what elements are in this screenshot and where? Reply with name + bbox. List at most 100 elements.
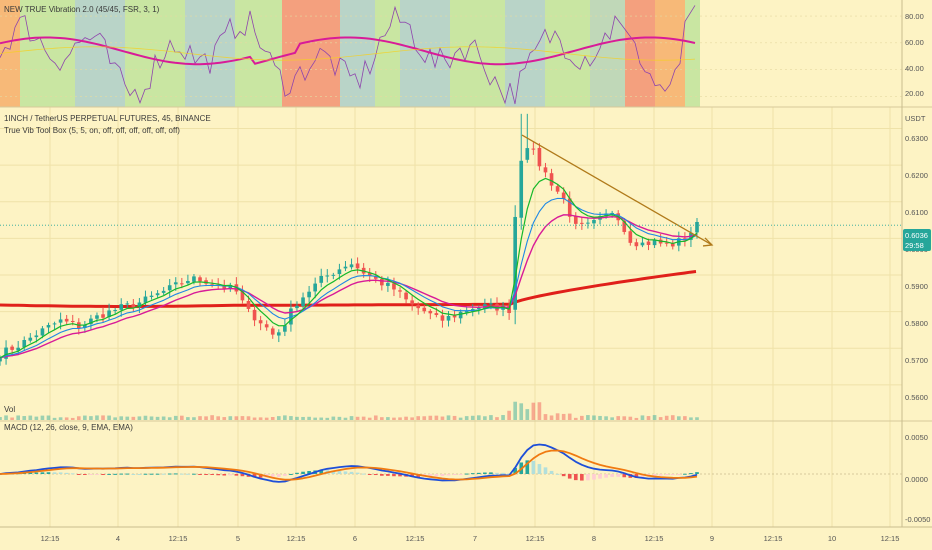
macd-axis[interactable]: 0.0050 0.0000 -0.0050	[905, 433, 930, 524]
macd-histogram-bar	[446, 474, 451, 476]
candle-body	[155, 293, 160, 296]
candle-body	[519, 160, 524, 218]
macd-histogram-bar	[343, 471, 348, 474]
macd-histogram-bar	[270, 474, 275, 478]
candle-body	[83, 324, 87, 328]
volume-bar	[325, 417, 330, 420]
volume-bar	[283, 415, 287, 420]
macd-histogram-bar	[392, 474, 396, 477]
candle-body	[186, 281, 190, 284]
price-axis-unit: USDT	[905, 114, 926, 123]
osc-zone	[685, 0, 700, 107]
macd-histogram-bar	[307, 471, 311, 474]
candle-body	[549, 173, 554, 186]
macd-histogram-bar	[64, 472, 69, 474]
volume-bar	[452, 415, 457, 420]
volume-bar	[58, 417, 63, 420]
macd-histogram-bar	[543, 467, 548, 474]
time-axis[interactable]: 12:15 4 12:15 5 12:15 6 12:15 7 12:15 8 …	[41, 534, 900, 543]
volume-label[interactable]: Vol	[4, 405, 15, 414]
macd-histogram-bar	[301, 471, 305, 474]
osc-indicator-label[interactable]: NEW TRUE Vibration 2.0 (45/45, FSR, 3, 1…	[4, 5, 160, 14]
macd-histogram-bar	[634, 474, 639, 478]
volume-bar	[143, 415, 148, 420]
candle-body	[331, 274, 336, 276]
last-price-badge[interactable]: 0.6036 29:58	[903, 229, 931, 251]
volume-bar	[446, 415, 451, 420]
candle-body	[404, 292, 408, 300]
volume-bar	[16, 415, 21, 420]
time-axis-tick: 10	[828, 534, 836, 543]
osc-axis-tick: 20.00	[905, 89, 924, 98]
candle-body	[276, 332, 281, 336]
volume-bar	[258, 417, 263, 420]
candle-body	[173, 282, 178, 285]
macd-histogram-bar	[561, 474, 566, 477]
volume-bar	[586, 415, 590, 420]
candle-body	[319, 275, 324, 283]
osc-price-axis[interactable]: 80.00 60.00 40.00 20.00	[905, 12, 924, 98]
macd-histogram-bar	[380, 474, 384, 476]
macd-histogram-bar	[592, 474, 596, 480]
volume-bar	[464, 416, 469, 420]
volume-bar	[83, 415, 87, 420]
volume-bar	[125, 416, 130, 420]
macd-histogram-bar	[155, 473, 160, 475]
candle-body	[161, 290, 166, 293]
macd-histogram-bar	[228, 474, 233, 476]
candle-body	[513, 216, 517, 310]
macd-indicator-label[interactable]: MACD (12, 26, close, 9, EMA, EMA)	[4, 423, 133, 432]
volume-bar	[476, 415, 481, 420]
toolbox-indicator-label[interactable]: True Vib Tool Box (5, 5, on, off, off, o…	[4, 126, 180, 135]
candle-body	[416, 304, 421, 309]
candle-body	[180, 283, 184, 285]
candle-body	[228, 284, 233, 289]
candle-body	[476, 308, 481, 310]
macd-histogram-bar	[483, 472, 487, 474]
macd-histogram-bar	[537, 464, 542, 474]
volume-bar	[119, 416, 124, 420]
macd-histogram-bar	[531, 461, 536, 474]
volume-bar	[307, 416, 311, 420]
macd-histogram-bar	[252, 474, 257, 478]
macd-histogram-bar	[83, 474, 87, 475]
candle-body	[555, 186, 560, 192]
volume-bar	[76, 416, 81, 420]
macd-histogram-bar	[180, 473, 184, 475]
macd-histogram-bar	[107, 473, 111, 475]
candle-body	[137, 302, 142, 308]
candle-body	[10, 346, 14, 350]
macd-histogram-bar	[622, 474, 627, 478]
volume-bar	[361, 416, 366, 420]
macd-histogram-bar	[464, 473, 469, 475]
macd-histogram-bar	[616, 474, 621, 477]
time-axis-tick: 6	[353, 534, 357, 543]
volume-bar	[610, 417, 614, 420]
volume-bar	[70, 417, 75, 420]
macd-histogram-bar	[210, 474, 214, 475]
volume-bar	[204, 416, 208, 420]
macd-histogram-bar	[167, 473, 172, 475]
volume-bar	[489, 415, 493, 420]
volume-bar	[28, 415, 33, 420]
macd-histogram-bar	[373, 474, 378, 476]
candle-body	[52, 323, 57, 325]
candle-body	[101, 314, 105, 318]
macd-histogram-bar	[489, 472, 493, 474]
osc-axis-tick: 80.00	[905, 12, 924, 21]
symbol-label[interactable]: 1INCH / TetherUS PERPETUAL FUTURES, 45, …	[4, 114, 211, 123]
macd-signal-line	[0, 449, 698, 481]
trendline	[521, 134, 713, 246]
volume-bar	[252, 417, 257, 420]
macd-histogram-bar	[604, 474, 608, 478]
time-axis-tick: 12:15	[287, 534, 306, 543]
macd-histogram-bar	[355, 472, 360, 474]
volume-bar	[173, 415, 178, 420]
macd-histogram-bar	[495, 472, 499, 474]
candle-body	[464, 310, 469, 313]
bar-countdown: 29:58	[905, 241, 924, 250]
volume-bar	[34, 416, 39, 420]
macd-histogram-bar	[295, 472, 299, 474]
